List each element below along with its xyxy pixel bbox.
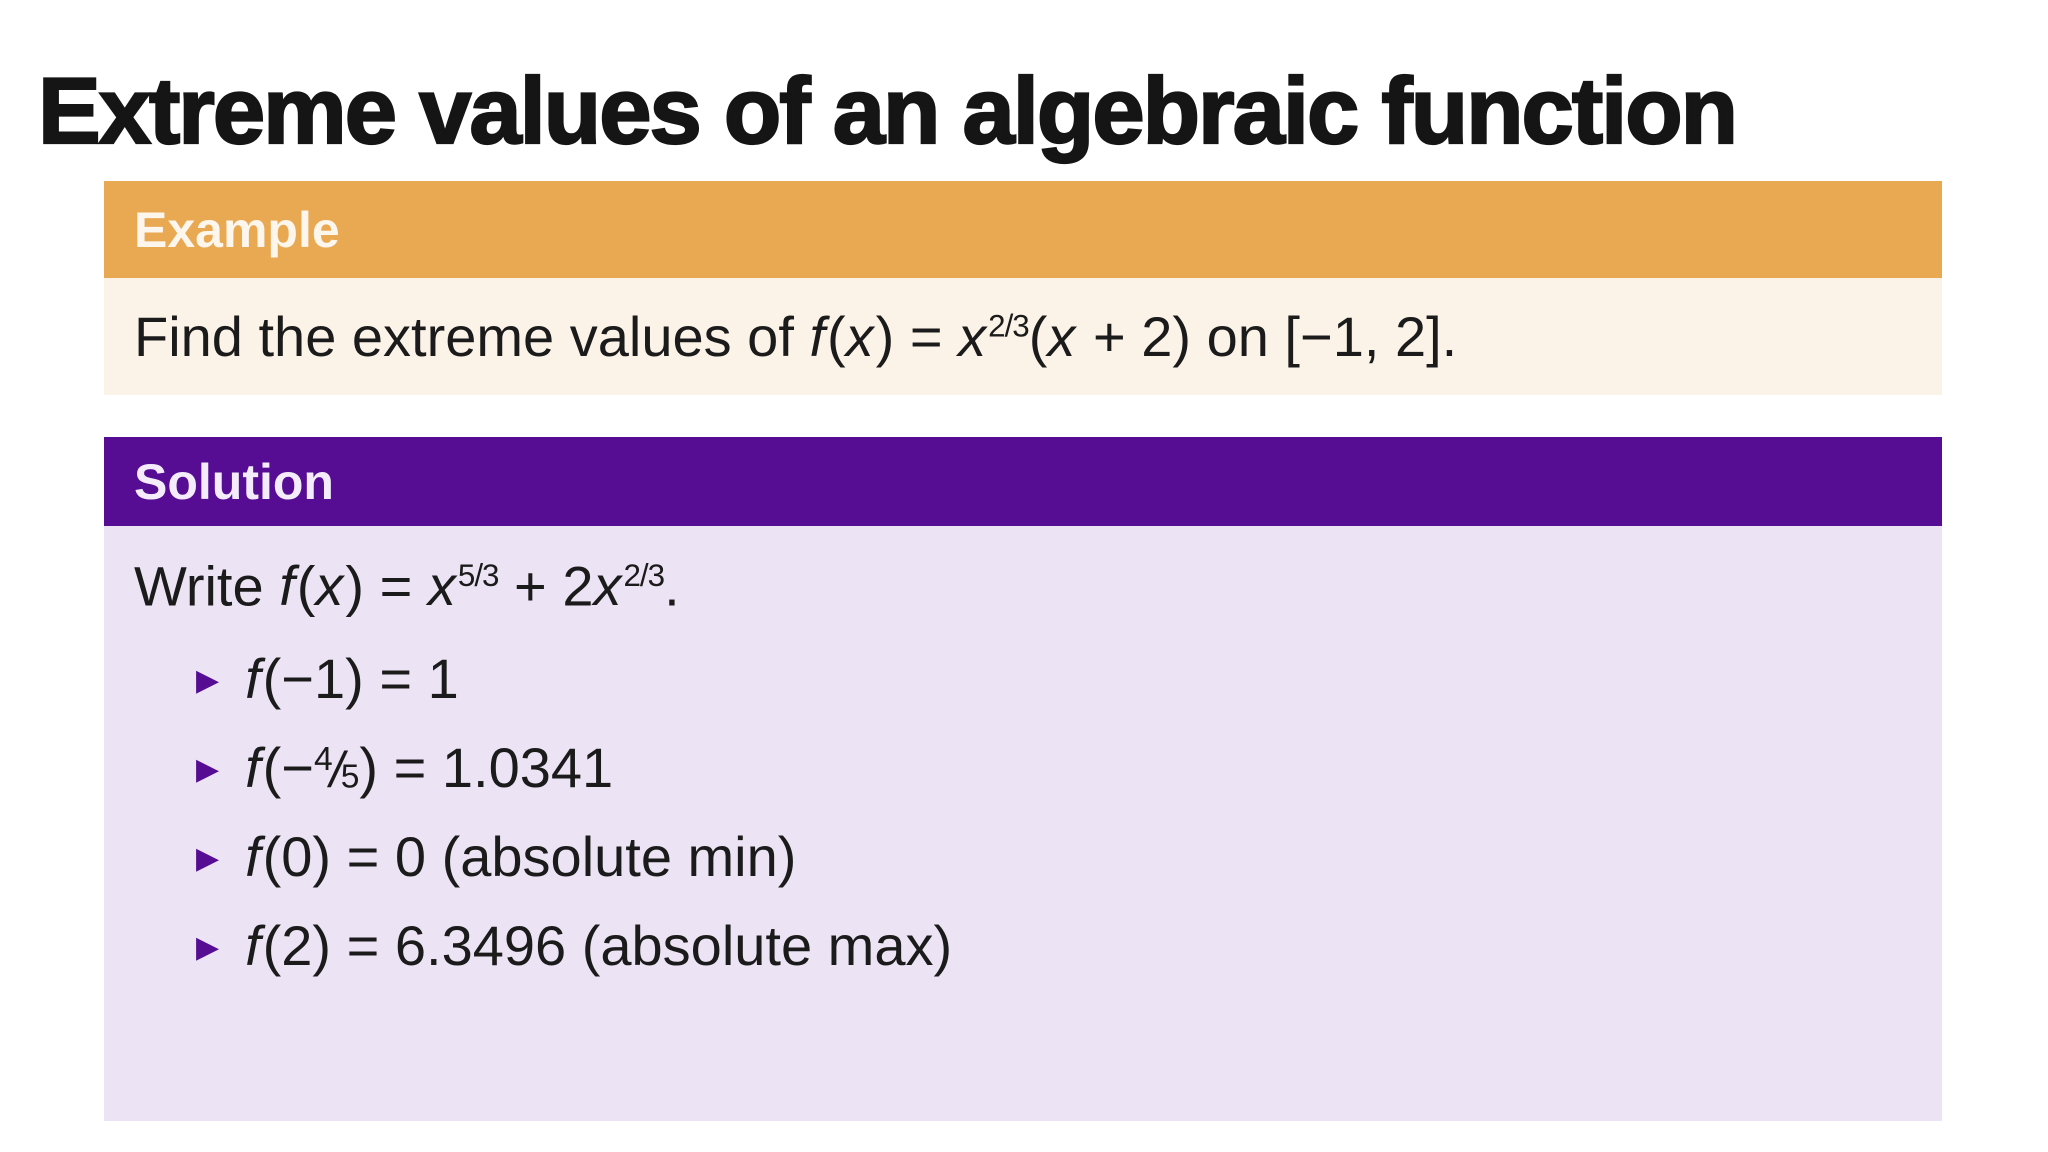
bullet-triangle-icon: ▶	[196, 664, 220, 698]
bullet-triangle-icon: ▶	[196, 842, 220, 876]
solution-header-label: Solution	[134, 453, 334, 510]
bullet-math: f(0) = 0 (absolute min)	[245, 825, 797, 889]
page-title: Extreme values of an algebraic function	[37, 58, 1739, 163]
example-header-label: Example	[134, 201, 340, 258]
bullet-math: f(−1) = 1	[245, 647, 459, 711]
bullet-triangle-icon: ▶	[196, 931, 220, 965]
solution-intro: Write f(x) = x5/3 + 2x2/3.	[134, 554, 680, 618]
solution-block-header: Solution	[104, 437, 1942, 526]
bullet-item: ▶ f(−4/5) = 1.0341	[134, 723, 1942, 812]
bullet-triangle-icon: ▶	[196, 753, 220, 787]
bullet-item: ▶ f(−1) = 1	[134, 634, 1942, 723]
bullet-item: ▶ f(2) = 6.3496 (absolute max)	[134, 901, 1942, 990]
bullet-math: f(2) = 6.3496 (absolute max)	[245, 914, 953, 978]
example-block-body: Find the extreme values of f(x) = x2/3(x…	[104, 278, 1942, 395]
bullet-math: f(−4/5) = 1.0341	[245, 736, 614, 800]
bullet-list: ▶ f(−1) = 1 ▶ f(−4/5) = 1.0341 ▶ f(0) = …	[134, 634, 1942, 990]
bullet-item: ▶ f(0) = 0 (absolute min)	[134, 812, 1942, 901]
example-statement: Find the extreme values of f(x) = x2/3(x…	[134, 305, 1458, 368]
example-block-header: Example	[104, 181, 1942, 278]
solution-block-body: Write f(x) = x5/3 + 2x2/3. ▶ f(−1) = 1 ▶…	[104, 526, 1942, 1121]
